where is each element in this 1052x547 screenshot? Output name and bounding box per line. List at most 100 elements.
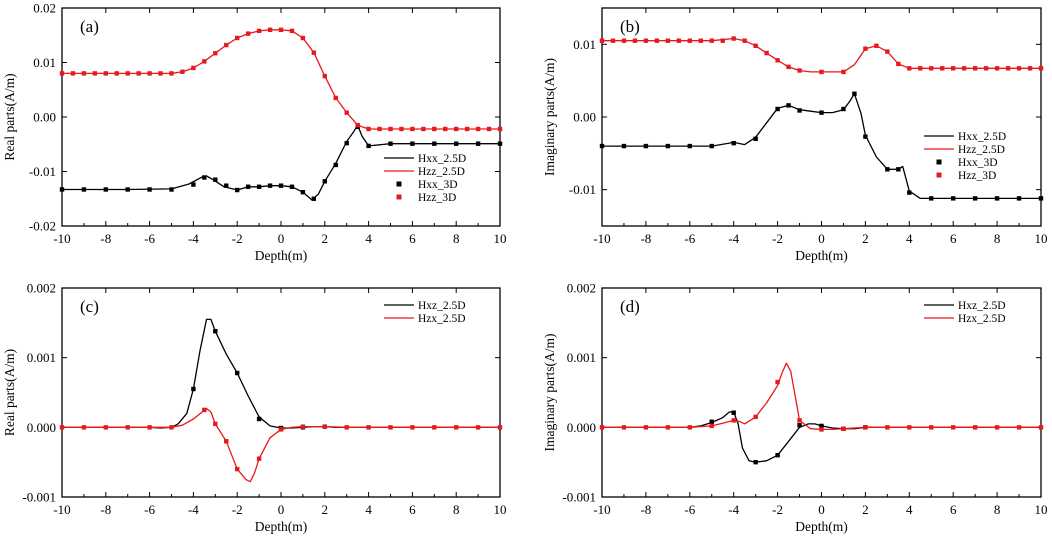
data-point-Hxx_3D	[687, 143, 692, 149]
data-point-Hzz_3D	[929, 66, 934, 71]
x-tick-label: -4	[728, 502, 739, 517]
data-point-Hxx_3D	[103, 187, 108, 192]
panel-label: (a)	[80, 17, 99, 36]
data-point-Hxx_3D	[786, 103, 791, 108]
data-point-Hzx_3D	[687, 425, 692, 430]
x-tick-label: -8	[100, 502, 111, 517]
data-point-Hzx_3D	[819, 427, 824, 432]
x-tick-label: 10	[1035, 502, 1048, 517]
x-tick-label: 6	[950, 231, 957, 246]
y-axis-label: Real parts(A/m)	[2, 73, 17, 160]
x-tick-label: 8	[453, 502, 460, 517]
data-point-Hzz_3D	[643, 38, 649, 43]
y-tick-label: 0.00	[573, 110, 596, 125]
data-point-Hzx_3D	[951, 425, 956, 430]
legend-label: Hzz_3D	[958, 170, 996, 182]
data-point-Hxz_3D	[797, 423, 802, 428]
data-point-Hxx_3D	[852, 91, 857, 96]
data-point-Hxx_3D	[1038, 196, 1044, 201]
data-point-Hzx_3D	[322, 424, 327, 429]
data-point-Hxx_3D	[256, 184, 262, 189]
y-tick-label: 0.01	[33, 55, 56, 70]
y-tick-label: 0.000	[27, 420, 56, 435]
data-point-Hzz_3D	[1016, 66, 1022, 71]
data-point-Hzz_3D	[951, 66, 956, 71]
data-point-Hzx_3D	[125, 425, 130, 430]
data-point-Hzz_3D	[464, 126, 470, 132]
data-point-Hxx_3D	[896, 167, 901, 172]
y-tick-label: 0.00	[33, 110, 56, 125]
data-point-Hzx_3D	[731, 418, 736, 423]
y-axis-label: Imaginary parts(A/m)	[542, 58, 557, 176]
data-point-Hxx_3D	[213, 177, 218, 182]
x-tick-label: 2	[862, 502, 869, 517]
data-point-Hzz_3D	[961, 66, 967, 71]
data-point-Hxx_3D	[665, 143, 671, 149]
data-point-Hxx_3D	[863, 134, 868, 139]
data-point-Hxx_3D	[1016, 196, 1022, 201]
data-point-Hzz_3D	[399, 126, 404, 132]
data-point-Hzx_3D	[599, 425, 605, 430]
data-point-Hzz_3D	[410, 126, 415, 132]
x-tick-label: 2	[322, 231, 329, 246]
data-point-Hzz_3D	[224, 42, 229, 48]
data-point-Hzz_3D	[665, 38, 671, 43]
data-point-Hxx_3D	[59, 187, 65, 192]
x-tick-label: -8	[640, 231, 651, 246]
data-point-Hzx_3D	[709, 423, 714, 429]
data-point-Hxx_3D	[235, 187, 240, 193]
data-point-Hxx_3D	[267, 183, 273, 188]
data-point-Hzx_3D	[213, 421, 218, 427]
x-tick-label: -4	[188, 502, 199, 517]
data-point-Hzz_3D	[377, 126, 382, 132]
data-point-Hxx_3D	[410, 141, 415, 146]
legend-marker-swatch	[396, 194, 402, 200]
x-tick-label: 2	[322, 502, 329, 517]
data-point-Hxx_3D	[731, 140, 736, 146]
data-point-Hzz_3D	[70, 71, 76, 76]
data-point-Hxx_3D	[432, 141, 437, 146]
data-point-Hzx_3D	[885, 425, 890, 430]
data-point-Hzz_3D	[59, 71, 65, 76]
x-tick-label: -8	[100, 231, 111, 246]
data-point-Hzz_3D	[983, 66, 989, 71]
x-tick-label: 0	[278, 502, 285, 517]
data-point-Hzx_3D	[59, 425, 65, 430]
x-axis-label: Depth(m)	[255, 248, 307, 263]
x-tick-label: 8	[994, 502, 1001, 517]
data-point-Hzz_3D	[256, 28, 262, 34]
x-axis-label: Depth(m)	[255, 519, 307, 534]
data-point-Hxz_3D	[731, 410, 736, 415]
data-point-Hzx_3D	[841, 426, 846, 431]
data-point-Hxz_3D	[235, 370, 240, 376]
data-point-Hzz_3D	[764, 50, 769, 56]
data-point-Hzz_3D	[610, 38, 616, 43]
data-point-Hzx_3D	[388, 425, 393, 430]
data-point-Hxx_3D	[929, 196, 934, 201]
data-point-Hzx_3D	[929, 425, 934, 430]
x-tick-label: 2	[862, 231, 869, 246]
data-point-Hxx_3D	[775, 106, 780, 112]
data-point-Hzx_3D	[665, 425, 671, 430]
legend-label: Hzz_2.5D	[958, 144, 1005, 156]
data-point-Hzx_3D	[994, 425, 1000, 430]
y-tick-label: -0.01	[569, 182, 596, 197]
series-line-Hxz_2.5D	[602, 411, 1041, 463]
data-point-Hxx_3D	[191, 182, 196, 187]
data-point-Hzx_3D	[972, 425, 978, 430]
data-point-Hzx_3D	[1016, 425, 1022, 430]
legend-label: Hxz_2.5D	[418, 300, 466, 312]
data-point-Hzx_3D	[103, 425, 108, 430]
data-point-Hzx_3D	[224, 439, 229, 444]
data-point-Hxx_3D	[300, 190, 306, 195]
panel-b: -10 -8 -6 -4 -2 0 2 4 6 8 10 -0.01 0.00 0.01 Depth(m) I…	[542, 7, 1048, 263]
data-point-Hzx_3D	[863, 425, 868, 430]
data-point-Hzz_3D	[158, 71, 163, 76]
data-point-Hzz_3D	[191, 65, 196, 71]
x-tick-label: -6	[144, 502, 155, 517]
data-point-Hxz_3D	[256, 416, 262, 422]
y-axis-label: Imaginary parts(A/m)	[542, 333, 557, 451]
